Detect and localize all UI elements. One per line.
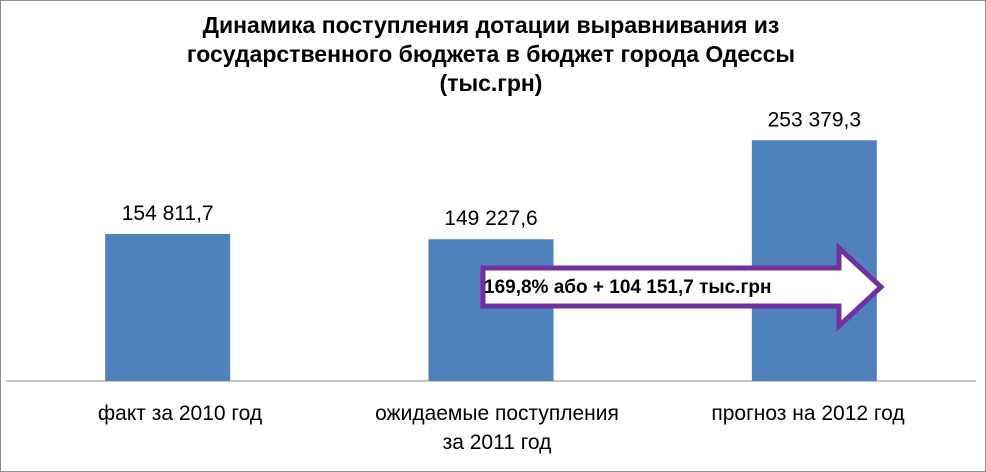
data-label-0: 154 811,7 — [122, 202, 214, 225]
category-label-2010-line-1: факт за 2010 год — [97, 402, 263, 425]
category-label-2010: факт за 2010 год — [20, 399, 340, 428]
growth-arrow-shape — [480, 242, 885, 332]
bar-1 — [428, 239, 554, 381]
chart-title: Динамика поступления дотации выравнивани… — [141, 11, 841, 98]
category-label-2012: прогноз на 2012 год — [648, 399, 968, 428]
bar-2 — [751, 140, 877, 381]
category-label-2012-line-1: прогноз на 2012 год — [711, 402, 905, 425]
category-label-2011-line-1: ожидаемые поступления — [375, 402, 619, 425]
growth-annotation-text: 169,8% або + 104 151,7 тыс.грн — [484, 277, 772, 298]
data-label-1: 149 227,6 — [444, 207, 537, 230]
chart-title-line-2: государственного бюджета в бюджет города… — [186, 41, 796, 67]
data-label-2: 253 379,3 — [768, 108, 861, 131]
bar-0 — [105, 233, 231, 381]
category-label-2011: ожидаемые поступления за 2011 год — [337, 399, 657, 457]
category-label-2011-line-2: за 2011 год — [442, 431, 552, 454]
chart-title-line-3: (тыс.грн) — [439, 70, 543, 96]
chart-title-line-1: Динамика поступления дотации выравнивани… — [202, 12, 780, 38]
